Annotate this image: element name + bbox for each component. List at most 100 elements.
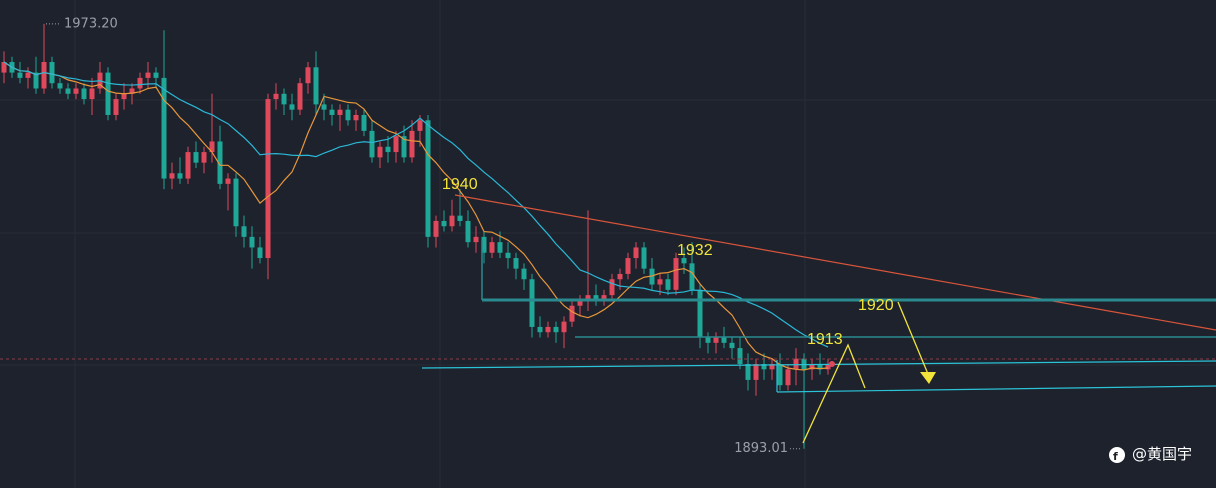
candle-body (17, 72, 23, 78)
candle-body (513, 258, 519, 269)
candle-body (249, 236, 255, 248)
candle-body (665, 279, 671, 290)
annotation: 1940 (442, 176, 478, 193)
candle-body (417, 120, 423, 131)
candle-body (545, 326, 551, 333)
candle-body (105, 72, 111, 115)
high-label: 1973.20 (64, 16, 118, 31)
candle-body (481, 236, 487, 253)
candle-body (617, 273, 623, 280)
channel-line (776, 385, 1216, 393)
candle-body (825, 364, 831, 370)
candle-body (385, 146, 391, 153)
channel-line (421, 360, 1216, 369)
candle-body (625, 258, 631, 274)
candle-body (673, 258, 679, 290)
candle-body (609, 279, 615, 296)
candle-body (689, 263, 695, 290)
candle-body (449, 215, 455, 227)
candle-body (497, 242, 503, 253)
path-sketch (802, 343, 866, 444)
candle-body (49, 61, 55, 84)
ma-line (3, 61, 829, 348)
candle-body (737, 348, 743, 365)
candle-body (313, 67, 319, 105)
candle-body (601, 295, 607, 301)
candle-body (185, 152, 191, 179)
candle-body (209, 141, 215, 153)
trend-line (454, 194, 1216, 331)
candle-body (225, 178, 231, 184)
candle-body (345, 109, 351, 121)
candle-body (817, 364, 823, 370)
candle-body (785, 369, 791, 386)
candle-body (369, 130, 375, 158)
candle-body (153, 72, 159, 78)
candle-body (361, 114, 367, 131)
candle-body (393, 136, 399, 153)
low-label: 1893.01 (734, 441, 788, 456)
candle-body (713, 337, 719, 343)
candle-body (649, 268, 655, 285)
candle-body (809, 364, 815, 370)
candle-body (329, 109, 335, 115)
candle-body (753, 364, 759, 380)
candle-body (433, 220, 439, 237)
candle-body (729, 342, 735, 349)
candle-body (289, 104, 295, 110)
candle-body (73, 88, 79, 94)
candle-body (721, 337, 727, 343)
candle-body (265, 99, 271, 259)
candle-body (57, 83, 63, 89)
candle-body (457, 215, 463, 221)
candle-body (521, 268, 527, 280)
candle-body (89, 88, 95, 100)
candle-body (409, 130, 415, 158)
candle-body (121, 93, 127, 100)
candle-body (137, 77, 143, 89)
candle-body (553, 326, 559, 333)
candles (1, 23, 831, 449)
candle-body (441, 220, 447, 227)
candle-body (113, 99, 119, 115)
candle-body (25, 72, 31, 78)
candle-body (561, 321, 567, 333)
candle-body (65, 88, 71, 94)
candle-body (193, 152, 199, 163)
candle-body (761, 364, 767, 370)
candle-body (145, 72, 151, 78)
annotation: 1920 (858, 297, 894, 314)
candle-body (473, 236, 479, 243)
candle-body (641, 247, 647, 269)
ma-line (3, 61, 829, 371)
candle-body (217, 141, 223, 184)
candle-body (377, 146, 383, 158)
candle-body (33, 72, 39, 89)
candle-body (297, 83, 303, 110)
candle-body (697, 289, 703, 338)
candle-body (41, 61, 47, 89)
candle-body (593, 295, 599, 301)
candle-body (465, 220, 471, 243)
candle-body (129, 88, 135, 94)
candle-body (241, 226, 247, 237)
candle-body (681, 258, 687, 264)
candle-body (793, 358, 799, 370)
candle-body (81, 88, 87, 100)
candle-body (273, 93, 279, 100)
candle-body (1, 61, 7, 73)
candle-body (529, 279, 535, 327)
candle-body (257, 247, 263, 259)
candle-body (569, 305, 575, 322)
watermark-icon-letter: f (1113, 450, 1118, 463)
arrow-head (920, 372, 936, 384)
candle-body (777, 364, 783, 386)
candle-body (305, 67, 311, 84)
candle-body (633, 247, 639, 259)
annotation: 1932 (677, 242, 713, 259)
candle-body (657, 279, 663, 285)
